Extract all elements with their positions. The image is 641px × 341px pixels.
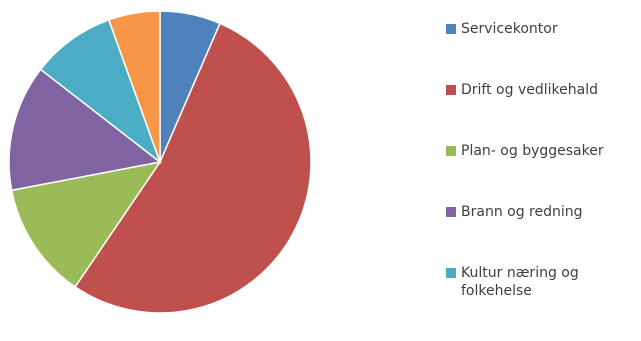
- legend-swatch: [446, 85, 456, 95]
- legend-item-brann-og-redning: Brann og redning: [446, 203, 636, 227]
- legend-item-drift-og-vedlikehald: Drift og vedlikehald: [446, 81, 636, 105]
- pie-slice: [8, 68, 162, 192]
- legend-item-plan-og-byggesaker: Plan- og byggesaker: [446, 142, 636, 166]
- legend-swatch: [446, 207, 456, 217]
- pie-slice: [39, 18, 162, 165]
- legend-label: Brann og redning: [461, 204, 583, 220]
- pie-slice: [10, 160, 162, 288]
- pie-chart-svg: [8, 10, 312, 314]
- pie-chart: Servicekontor Drift og vedlikehald Plan-…: [8, 10, 604, 314]
- legend: Servicekontor Drift og vedlikehald Plan-…: [446, 20, 636, 341]
- legend-swatch: [446, 146, 456, 156]
- pie-slice: [74, 22, 312, 314]
- pie-slice: [107, 10, 161, 163]
- legend-label: Kultur næring og folkehelse: [461, 265, 579, 299]
- legend-swatch: [446, 268, 456, 278]
- legend-label: Drift og vedlikehald: [461, 82, 598, 98]
- legend-swatch: [446, 24, 456, 34]
- legend-label: Servicekontor: [461, 21, 558, 37]
- legend-item-kultur-naering-og-folkehelse: Kultur næring og folkehelse: [446, 264, 636, 304]
- legend-item-servicekontor: Servicekontor: [446, 20, 636, 44]
- legend-label: Plan- og byggesaker: [461, 143, 604, 159]
